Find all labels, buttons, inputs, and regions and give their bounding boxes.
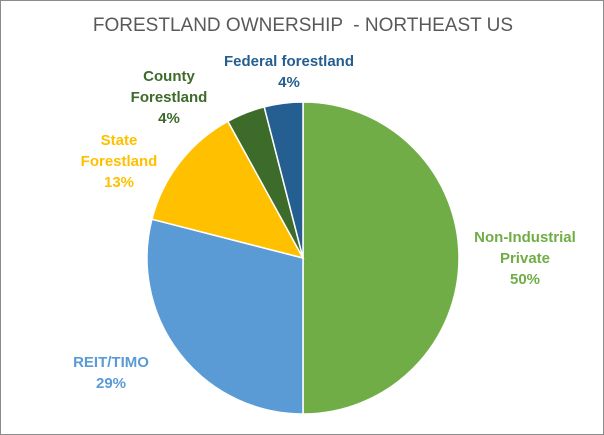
slice-label: State Forestland 13% <box>74 130 164 193</box>
slice-label: REIT/TIMO 29% <box>56 352 166 394</box>
category-label: State Forestland <box>80 132 158 170</box>
slice-label: County Forestland 4% <box>124 66 214 129</box>
value-label: 29% <box>95 375 127 392</box>
category-label: Non-Industrial Private <box>474 229 576 267</box>
pie-slice <box>150 120 305 260</box>
value-label: 13% <box>103 174 135 191</box>
category-label: Federal forestland <box>223 53 355 70</box>
category-label: County Forestland <box>130 68 208 106</box>
pie-slice <box>302 101 460 415</box>
value-label: 50% <box>509 271 541 288</box>
slice-label: Federal forestland 4% <box>209 51 369 93</box>
pie-slice <box>263 101 304 259</box>
chart-title: FORESTLAND OWNERSHIP - NORTHEAST US <box>92 15 514 36</box>
pie-slice <box>146 218 304 415</box>
value-label: 4% <box>278 74 300 91</box>
slice-label: Non-Industrial Private 50% <box>465 227 585 290</box>
value-label: 4% <box>158 110 180 127</box>
category-label: REIT/TIMO <box>73 354 149 371</box>
